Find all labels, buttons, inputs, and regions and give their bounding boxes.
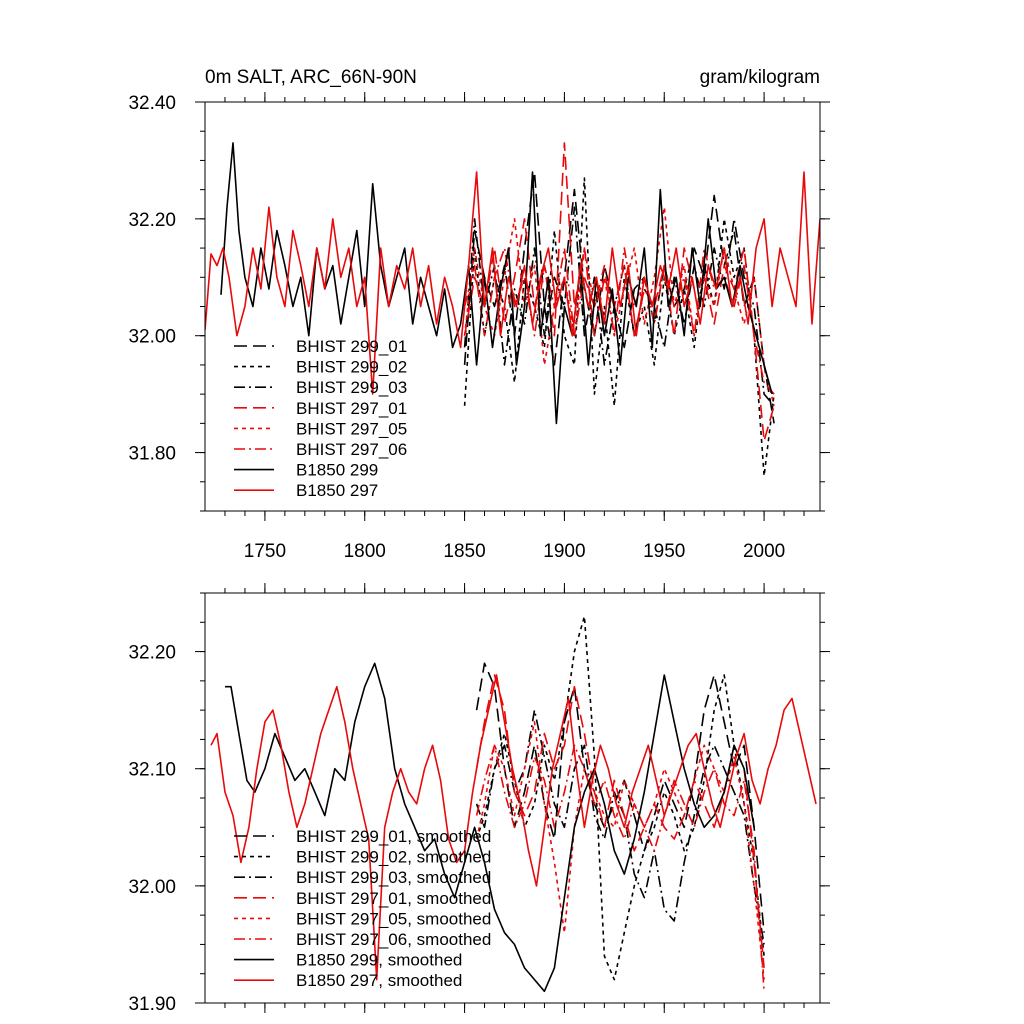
x-tick-label: 2000 (743, 541, 785, 562)
legend-label: BHIST 299_02, smoothed (296, 848, 491, 867)
series-line-0 (475, 662, 765, 933)
y-tick-label: 32.00 (128, 327, 176, 348)
series-group (205, 142, 820, 477)
legend-label: BHIST 299_01 (296, 337, 407, 356)
y-tick-label: 32.20 (128, 643, 176, 664)
legend-label: BHIST 299_03, smoothed (296, 868, 491, 887)
series-line-4 (463, 206, 775, 406)
x-tick-label: 1800 (344, 541, 386, 562)
legend-label: BHIST 297_05 (296, 419, 407, 438)
legend-label: BHIST 297_01, smoothed (296, 889, 491, 908)
legend-label: B1850 297 (296, 481, 378, 500)
y-tick-label: 32.40 (128, 93, 176, 114)
x-tick-label: 1900 (543, 541, 585, 562)
y-tick-label: 32.10 (128, 760, 176, 781)
y-tick-label: 31.90 (128, 994, 176, 1015)
series-group (210, 615, 817, 993)
legend-label: B1850 299 (296, 461, 378, 480)
legend-label: B1850 297, smoothed (296, 971, 462, 990)
series-line-2 (475, 709, 765, 945)
legend: BHIST 299_01, smoothed BHIST 299_02, smoo… (234, 827, 491, 990)
legend-label: B1850 299, smoothed (296, 951, 462, 970)
legend-label: BHIST 297_01 (296, 399, 407, 418)
y-tick-label: 32.00 (128, 877, 176, 898)
legend-label: BHIST 299_01, smoothed (296, 827, 491, 846)
x-tick-label: 1750 (244, 541, 286, 562)
series-line-6 (220, 142, 773, 425)
y-tick-label: 32.20 (128, 210, 176, 231)
legend-label: BHIST 297_06, smoothed (296, 930, 491, 949)
x-tick-label: 1950 (643, 541, 685, 562)
bottom-panel: 31.90 32.00 32.10 32.20 BHIST 299_01, smooth… (128, 583, 830, 1015)
series-line-5 (463, 247, 775, 395)
series-line-3 (475, 674, 765, 968)
top-title-right: gram/kilogram (700, 67, 820, 88)
x-tick-label: 1850 (443, 541, 485, 562)
legend-label: BHIST 299_02 (296, 358, 407, 377)
series-line-1 (475, 615, 765, 981)
series-line-7 (205, 171, 820, 395)
y-tick-label: 31.80 (128, 444, 176, 465)
top-title-left: 0m SALT, ARC_66N-90N (205, 67, 417, 88)
series-line-4 (475, 721, 765, 980)
legend-label: BHIST 299_03 (296, 378, 407, 397)
series-line-5 (475, 744, 765, 992)
series-line-7 (210, 674, 817, 981)
top-panel: 31.80 32.00 32.20 32.40 1750 1800 1850 1900 1950… (128, 92, 830, 562)
series-line-6 (225, 662, 755, 993)
legend-label: BHIST 297_06 (296, 440, 407, 459)
legend-label: BHIST 297_05, smoothed (296, 909, 491, 928)
